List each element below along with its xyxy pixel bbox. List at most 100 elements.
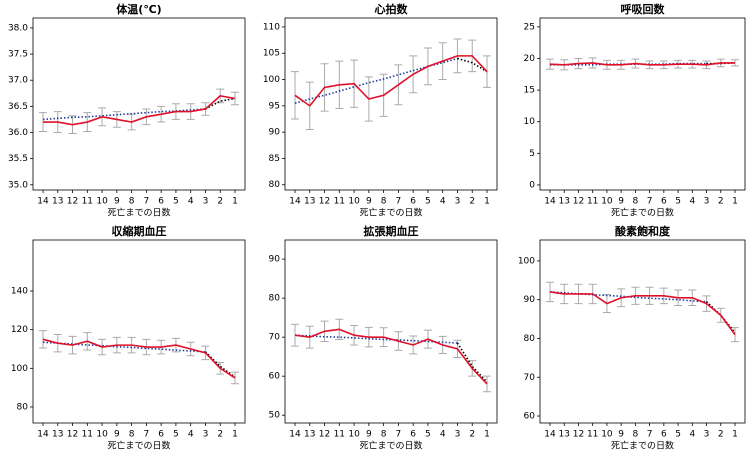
y-tick-label: 37.0	[8, 76, 28, 86]
x-tick-label: 2	[217, 430, 223, 440]
x-tick-label: 4	[188, 197, 194, 207]
x-tick-label: 14	[289, 197, 301, 207]
x-tick-label: 14	[37, 197, 49, 207]
error-bar	[291, 323, 299, 347]
x-tick-label: 2	[718, 197, 724, 207]
x-tick-label: 14	[544, 197, 556, 207]
x-tick-label: 5	[425, 430, 431, 440]
y-tick-label: 85	[269, 154, 280, 164]
chart-title: 収縮期血圧	[112, 224, 167, 238]
x-tick-label: 10	[96, 197, 108, 207]
x-tick-label: 3	[704, 197, 710, 207]
y-tick-label: 38.0	[8, 23, 28, 33]
x-tick-label: 6	[410, 197, 416, 207]
x-tick-label: 5	[425, 197, 431, 207]
y-tick-label: 35.0	[8, 180, 28, 190]
x-tick-label: 9	[114, 197, 120, 207]
x-tick-label: 11	[334, 197, 345, 207]
x-tick-label: 10	[348, 430, 360, 440]
x-tick-label: 8	[633, 197, 639, 207]
y-tick-label: 37.5	[8, 50, 28, 60]
x-tick-label: 5	[675, 430, 681, 440]
x-tick-label: 1	[732, 430, 738, 440]
x-tick-label: 2	[718, 430, 724, 440]
x-tick-label: 7	[647, 197, 653, 207]
y-tick-label: 5	[529, 149, 535, 159]
chart-title: 体温(℃)	[116, 2, 161, 16]
x-tick-label: 11	[82, 430, 93, 440]
plot-frame	[32, 239, 246, 424]
y-tick-label: 70	[269, 333, 281, 343]
y-tick-label: 36.5	[8, 102, 28, 112]
y-tick-label: 25	[524, 22, 535, 32]
x-tick-label: 13	[559, 430, 570, 440]
x-tick-label: 6	[158, 197, 164, 207]
x-tick-label: 10	[348, 197, 360, 207]
x-tick-label: 9	[366, 197, 372, 207]
x-tick-label: 1	[484, 197, 490, 207]
plot-frame	[32, 17, 246, 191]
x-tick-label: 8	[381, 197, 387, 207]
plot-frame	[539, 17, 746, 191]
x-tick-label: 7	[144, 430, 150, 440]
trend-line	[42, 108, 206, 121]
x-tick-label: 9	[114, 430, 120, 440]
y-tick-label: 110	[263, 22, 280, 32]
error-bar	[731, 327, 739, 343]
y-tick-label: 35.5	[8, 154, 28, 164]
y-tick-label: 80	[17, 402, 29, 412]
y-tick-label: 60	[524, 412, 536, 422]
data-line	[549, 62, 735, 66]
data-line	[549, 291, 736, 336]
y-tick-label: 80	[269, 180, 281, 190]
x-tick-label: 2	[469, 197, 475, 207]
x-tick-label: 3	[455, 197, 461, 207]
x-tick-label: 10	[601, 197, 613, 207]
x-tick-label: 13	[559, 197, 570, 207]
x-tick-label: 9	[618, 430, 624, 440]
x-axis-label: 死亡までの日数	[359, 207, 422, 219]
y-tick-label: 60	[269, 372, 281, 382]
x-tick-label: 8	[129, 197, 135, 207]
plot-frame	[284, 239, 498, 424]
x-tick-label: 13	[52, 430, 63, 440]
trend-line	[294, 334, 458, 344]
x-tick-label: 4	[689, 430, 695, 440]
x-axis-label: 死亡までの日数	[107, 207, 170, 219]
y-tick-label: 0	[529, 180, 535, 190]
x-tick-label: 14	[544, 430, 556, 440]
y-tick-label: 100	[518, 256, 535, 266]
x-tick-label: 3	[203, 197, 209, 207]
x-tick-label: 2	[217, 197, 223, 207]
x-tick-label: 13	[52, 197, 63, 207]
x-tick-label: 6	[158, 430, 164, 440]
x-tick-label: 2	[469, 430, 475, 440]
plot-frame	[284, 17, 498, 191]
x-tick-label: 7	[647, 430, 653, 440]
x-tick-label: 10	[601, 430, 613, 440]
trend-line	[42, 341, 206, 353]
x-tick-label: 12	[67, 430, 78, 440]
data-line	[42, 338, 236, 379]
y-tick-label: 36.0	[8, 128, 28, 138]
trend-end-line	[204, 351, 236, 378]
x-tick-label: 12	[319, 197, 330, 207]
y-tick-label: 140	[11, 287, 28, 297]
trend-end-line	[457, 57, 488, 73]
chart-title: 拡張期血圧	[364, 224, 419, 238]
error-bar	[483, 375, 491, 393]
x-tick-label: 4	[689, 197, 695, 207]
x-tick-label: 11	[587, 430, 598, 440]
x-tick-label: 6	[410, 430, 416, 440]
x-axis-label: 死亡までの日数	[611, 207, 674, 219]
x-tick-label: 5	[173, 197, 179, 207]
y-tick-label: 105	[263, 49, 280, 59]
x-tick-label: 14	[289, 430, 301, 440]
x-tick-label: 12	[67, 197, 78, 207]
x-tick-label: 13	[304, 430, 315, 440]
x-tick-label: 12	[573, 430, 584, 440]
data-line	[294, 328, 488, 385]
error-bar	[39, 330, 47, 349]
y-tick-label: 120	[11, 325, 28, 335]
x-tick-label: 1	[232, 197, 238, 207]
